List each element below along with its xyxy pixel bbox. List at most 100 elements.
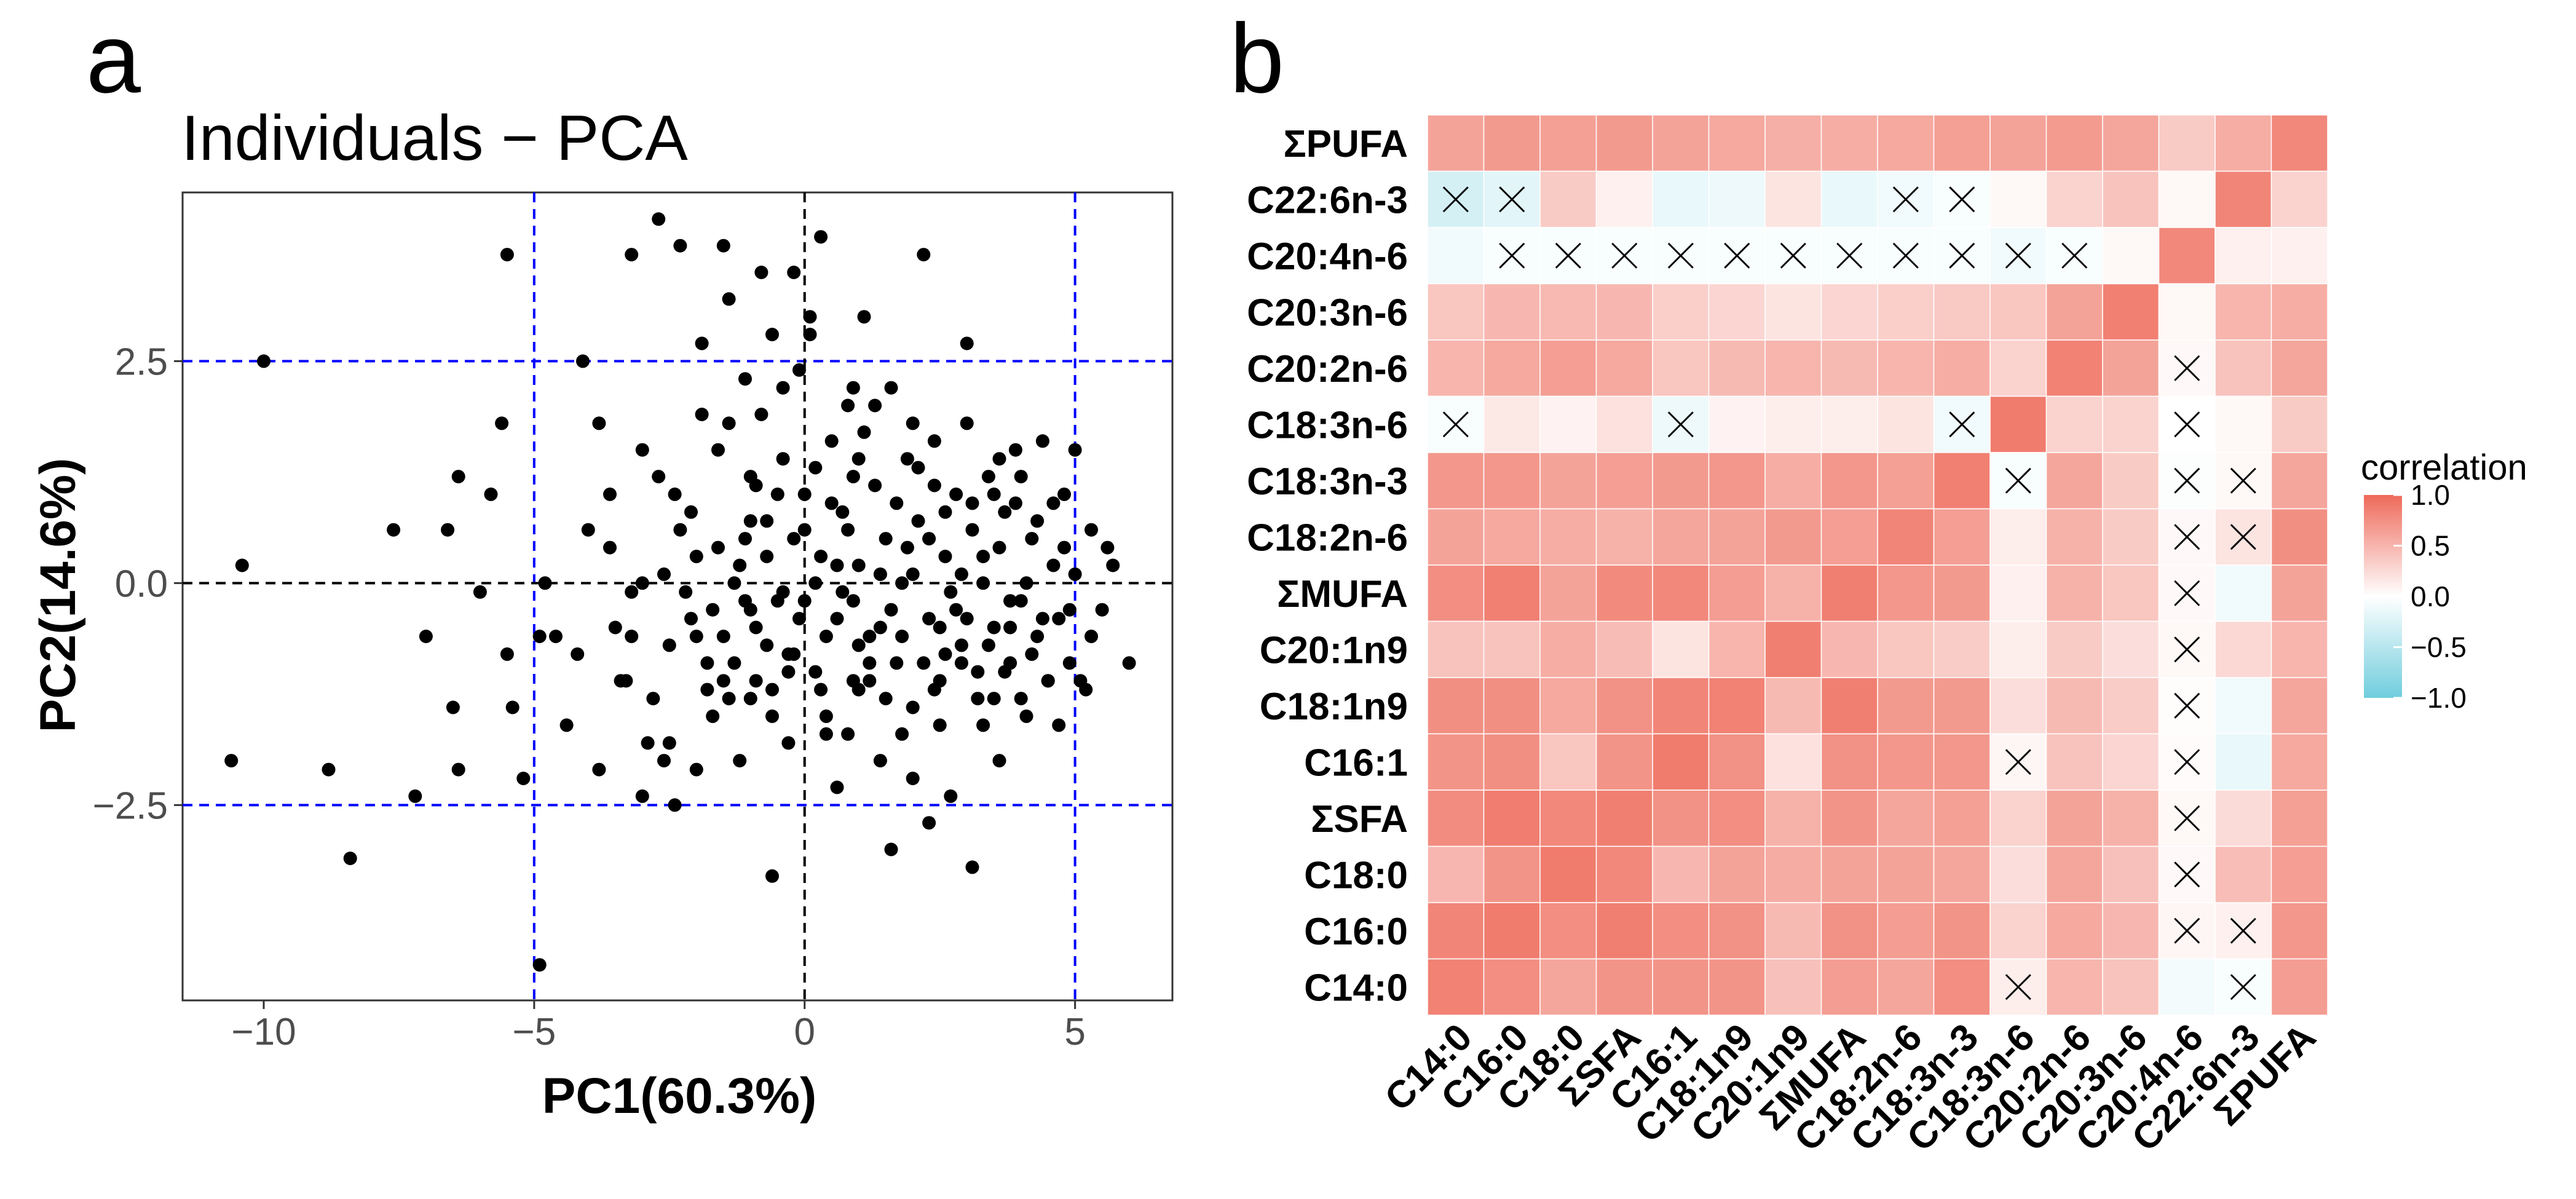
heatmap-cell: [1933, 452, 1991, 510]
heatmap-cell: [1483, 789, 1541, 847]
data-point: [625, 585, 639, 599]
data-point: [1052, 612, 1066, 626]
heatmap-cell: [1539, 283, 1597, 341]
heatmap-cell: [2045, 958, 2103, 1016]
data-point: [765, 869, 779, 883]
data-point: [765, 683, 779, 697]
data-point: [884, 381, 898, 395]
heatmap-cell: [1483, 902, 1541, 960]
data-point: [938, 550, 952, 563]
pca-y-axis-title: PC2(14.6%): [30, 458, 86, 733]
heatmap-cell: [1652, 789, 1710, 847]
y-tick-label: 2.5: [115, 341, 168, 383]
data-point: [684, 612, 698, 626]
heatmap-cell: [1595, 958, 1653, 1016]
heatmap-cell: [1708, 677, 1766, 735]
nonsignificant-mark: [2230, 524, 2256, 550]
row-label: C22:6n-3: [1247, 179, 1408, 221]
data-point: [797, 594, 812, 608]
data-point: [749, 620, 763, 635]
heatmap-cell: [1427, 789, 1485, 847]
heatmap-cell: [1539, 620, 1597, 678]
data-point: [836, 505, 850, 519]
data-point: [814, 230, 828, 244]
legend-tick-label: −0.5: [2411, 631, 2467, 663]
data-point: [441, 523, 455, 537]
x-tick-label: −10: [231, 1011, 296, 1053]
heatmap-cell: [1652, 902, 1710, 960]
heatmap-cell: [1989, 508, 2047, 566]
data-point: [992, 754, 1006, 768]
heatmap-cell: [2270, 564, 2328, 622]
heatmap-cell: [1652, 845, 1710, 903]
heatmap-cell: [2045, 677, 2103, 735]
data-point: [992, 452, 1006, 466]
data-point: [814, 550, 828, 563]
data-point: [890, 496, 904, 510]
heatmap-cell: [1820, 620, 1878, 678]
data-point: [1106, 558, 1120, 572]
data-point: [727, 576, 741, 590]
heatmap-cell: [2045, 395, 2103, 453]
nonsignificant-mark: [2174, 411, 2200, 438]
y-tick-label: −2.5: [93, 785, 168, 827]
nonsignificant-mark: [2005, 749, 2031, 775]
heatmap-cell: [2270, 902, 2328, 960]
heatmap-cell: [1539, 902, 1597, 960]
heatmap-cell: [1933, 845, 1991, 903]
heatmap-cell: [1539, 452, 1597, 510]
heatmap-cell: [1820, 564, 1878, 622]
row-label: C16:1: [1304, 742, 1408, 784]
nonsignificant-mark: [2174, 580, 2200, 606]
data-point: [922, 612, 936, 626]
data-point: [727, 656, 741, 670]
data-point: [987, 487, 1001, 501]
heatmap-cell: [1877, 902, 1935, 960]
heatmap-cell: [1483, 958, 1541, 1016]
data-point: [743, 692, 757, 706]
heatmap-cell: [1820, 339, 1878, 397]
nonsignificant-mark: [2174, 749, 2200, 775]
data-point: [657, 567, 671, 581]
data-point: [635, 443, 649, 457]
heatmap-cell: [1989, 339, 2047, 397]
data-point: [657, 754, 671, 768]
data-point: [576, 354, 590, 368]
heatmap-cell: [2214, 339, 2272, 397]
nonsignificant-mark: [1780, 242, 1806, 269]
data-point: [619, 674, 633, 688]
correlation-heatmap: ΣPUFA C22:6n-3 C20:4n-6 C20:3n-6 C20:2n-6 C18…: [1247, 114, 2328, 1160]
row-label: C16:0: [1304, 911, 1408, 953]
data-point: [695, 336, 709, 350]
data-point: [863, 630, 877, 643]
data-point: [608, 620, 622, 635]
data-point: [689, 630, 703, 643]
heatmap-cell: [1820, 677, 1878, 735]
heatmap-cell: [1933, 620, 1991, 678]
nonsignificant-mark: [2230, 917, 2256, 944]
heatmap-cell: [1989, 170, 2047, 228]
heatmap-cell: [1427, 508, 1485, 566]
data-point: [1035, 434, 1049, 448]
data-point: [895, 630, 909, 643]
heatmap-cell: [2045, 789, 2103, 847]
data-point: [419, 630, 433, 643]
data-point: [960, 612, 974, 626]
data-point: [668, 487, 682, 501]
heatmap-cell: [2270, 452, 2328, 510]
x-tick-label: −5: [513, 1011, 556, 1053]
panel-b-label: b: [1230, 3, 1284, 113]
data-point: [673, 239, 687, 253]
heatmap-cell: [1652, 508, 1710, 566]
heatmap-cell: [1989, 114, 2047, 172]
heatmap-cell: [1989, 283, 2047, 341]
data-point: [641, 736, 655, 750]
data-point: [1100, 540, 1115, 555]
heatmap-cell: [1877, 958, 1935, 1016]
heatmap-cell: [2270, 845, 2328, 903]
heatmap-cell: [1595, 620, 1653, 678]
data-point: [890, 656, 904, 670]
data-point: [917, 656, 931, 670]
heatmap-cell: [2158, 114, 2216, 172]
heatmap-cell: [1427, 564, 1485, 622]
